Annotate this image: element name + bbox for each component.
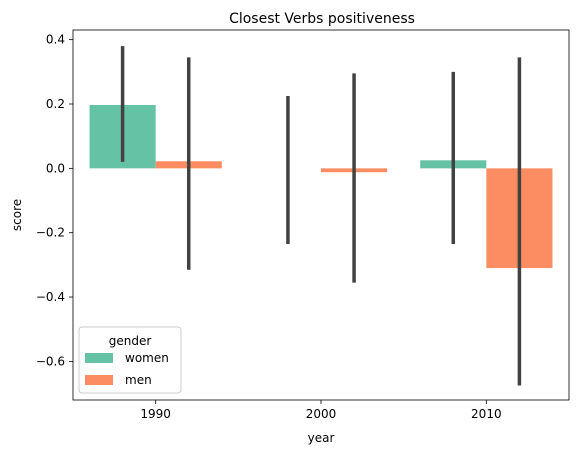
x-tick-label: 2010 (471, 407, 502, 421)
y-axis-label: score (10, 199, 24, 231)
legend-swatch-men (85, 375, 113, 385)
errorbars-layer (123, 46, 520, 385)
bars-layer (90, 105, 553, 268)
legend-label-women: women (125, 351, 169, 365)
x-axis-label: year (308, 431, 335, 445)
legend-title: gender (109, 334, 152, 348)
y-tick-label: 0.4 (46, 33, 65, 47)
x-tick-label: 2000 (306, 407, 337, 421)
y-tick-label: 0.0 (46, 161, 65, 175)
legend: gender women men (79, 327, 181, 393)
legend-label-men: men (125, 373, 152, 387)
y-tick-label: 0.2 (46, 97, 65, 111)
y-axis: 0.4 0.2 0.0 −0.2 −0.4 −0.6 (36, 33, 73, 369)
x-axis: 1990 2000 2010 (140, 400, 501, 421)
y-tick-label: −0.2 (36, 226, 65, 240)
y-tick-label: −0.4 (36, 290, 65, 304)
legend-swatch-women (85, 353, 113, 363)
x-tick-label: 1990 (140, 407, 171, 421)
chart-title: Closest Verbs positiveness (229, 11, 415, 27)
y-tick-label: −0.6 (36, 354, 65, 368)
